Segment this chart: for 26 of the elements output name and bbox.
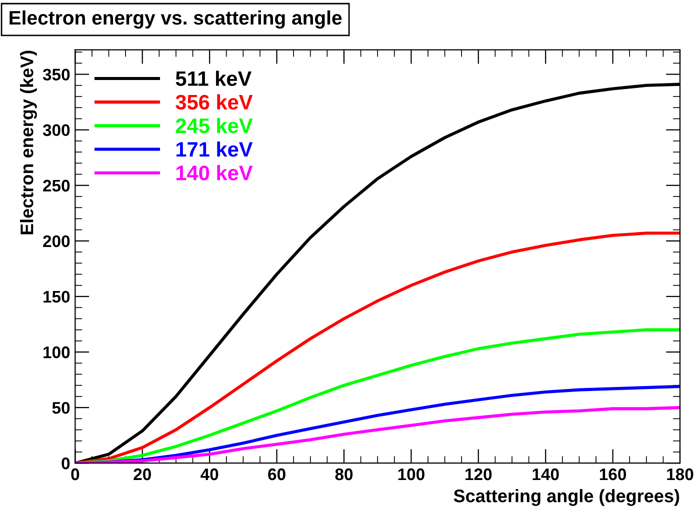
x-tick-label: 40 (200, 468, 218, 480)
x-tick-label: 0 (71, 468, 80, 480)
legend-label: 511 keV (176, 70, 252, 86)
y-axis-title: Electron energy (keV) (20, 50, 37, 234)
y-tick-label: 100 (44, 346, 70, 358)
chart-title: Electron energy vs. scattering angle (10, 10, 342, 29)
y-tick-label: 0 (62, 458, 70, 470)
x-tick-label: 20 (134, 468, 151, 480)
y-tick-label: 50 (52, 402, 70, 414)
y-tick-label: 250 (43, 180, 70, 192)
x-tick-label: 160 (600, 468, 626, 480)
legend-label: 356 keV (176, 94, 253, 110)
x-tick-label: 100 (398, 468, 424, 480)
x-axis-title: Scattering angle (degrees) (454, 489, 680, 506)
x-tick-label: 180 (667, 468, 694, 480)
x-tick-label: 140 (532, 468, 559, 480)
x-tick-label: 80 (335, 468, 353, 480)
legend-label: 140 keV (176, 165, 253, 180)
legend-label: 245 keV (176, 118, 253, 134)
y-tick-label: 350 (42, 68, 70, 81)
y-tick-label: 200 (43, 235, 70, 248)
x-tick-label: 60 (268, 468, 286, 480)
y-tick-label: 300 (42, 124, 70, 136)
legend-label: 171 keV (176, 141, 253, 157)
x-tick-label: 120 (466, 468, 492, 480)
y-tick-label: 150 (44, 290, 70, 303)
